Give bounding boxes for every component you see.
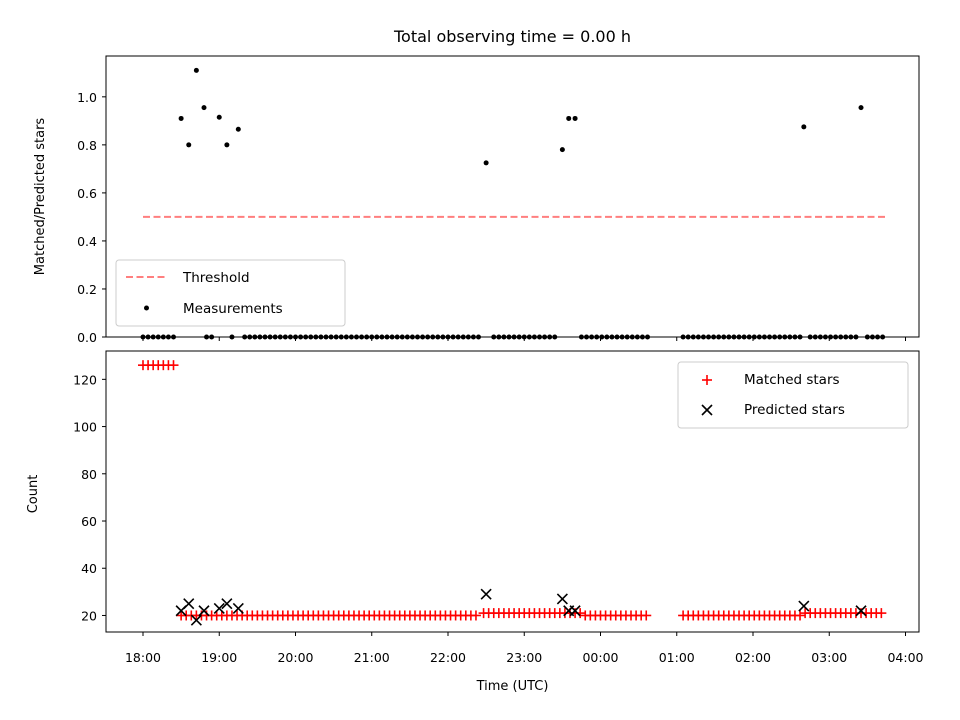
- x-axis-label: Time (UTC): [476, 679, 549, 694]
- measurement-point: [572, 115, 578, 121]
- bottom-panel-x-ticks: 18:00 19:00 20:00 21:00 22:00 23:00 00:00 01:00…: [125, 632, 924, 665]
- measurement-point: [178, 115, 184, 121]
- x-tick-label: 00:00: [582, 650, 618, 665]
- legend-predicted-label: Predicted stars: [744, 402, 845, 418]
- top-panel: 0.0 0.2 0.4 0.6 0.8 1.0 Matched/Predicted sta…: [33, 55, 920, 345]
- measurement-point: [559, 147, 565, 153]
- predicted-star-stroke-b: [198, 605, 210, 617]
- measurement-point: [216, 114, 222, 120]
- predicted-star-marker: [190, 614, 202, 626]
- top-y-tick-label: 0.0: [77, 330, 97, 345]
- matched-star-marker: [168, 360, 179, 371]
- bottom-legend: Matched stars Predicted stars: [677, 361, 909, 429]
- matched-star-marker: [876, 608, 887, 619]
- measurement-point: [193, 67, 199, 73]
- measurement-point: [201, 105, 207, 111]
- x-tick-label: 04:00: [887, 650, 923, 665]
- bottom-panel: 20 40 60 80 100 120 18:00 19:00 20:00 21:00 22:00…: [26, 350, 924, 694]
- measurement-point: [235, 126, 241, 132]
- predicted-star-stroke-b: [569, 605, 581, 617]
- predicted-star-marker: [183, 598, 195, 610]
- predicted-star-marker: [213, 602, 225, 614]
- measurement-point: [858, 105, 864, 111]
- top-legend: Threshold Measurements: [115, 259, 346, 327]
- x-tick-label: 18:00: [125, 650, 161, 665]
- x-tick-label: 19:00: [201, 650, 237, 665]
- matched-star-marker: [795, 610, 806, 621]
- predicted-star-marker: [221, 598, 233, 610]
- bottom-y-tick-label: 80: [81, 467, 97, 482]
- top-y-tick-label: 0.2: [77, 282, 97, 297]
- predicted-star-marker: [569, 605, 581, 617]
- chart-title: Total observing time = 0.00 h: [393, 27, 631, 46]
- legend-threshold-label: Threshold: [182, 270, 250, 286]
- predicted-star-marker: [556, 593, 568, 605]
- predicted-star-stroke-b: [556, 593, 568, 605]
- top-y-tick-label: 1.0: [77, 90, 97, 105]
- bottom-panel-y-ticks: 20 40 60 80 100 120: [73, 372, 106, 623]
- bottom-panel-y-label: Count: [26, 475, 41, 514]
- predicted-star-marker: [232, 602, 244, 614]
- measurement-point: [186, 142, 192, 148]
- x-tick-label: 20:00: [277, 650, 313, 665]
- matched-star-marker: [470, 610, 481, 621]
- top-panel-y-ticks: 0.0 0.2 0.4 0.6 0.8 1.0: [77, 90, 106, 345]
- top-panel-frame: [105, 55, 920, 338]
- predicted-star-stroke-b: [190, 614, 202, 626]
- x-tick-label: 22:00: [430, 650, 466, 665]
- legend-measurements-label: Measurements: [183, 301, 283, 317]
- legend-predicted-swatch: [701, 404, 713, 416]
- predicted-star-stroke-b: [183, 598, 195, 610]
- predicted-star-stroke-b: [232, 602, 244, 614]
- predicted-star-stroke-b: [221, 598, 233, 610]
- bottom-y-tick-label: 40: [81, 561, 97, 576]
- top-y-tick-label: 0.8: [77, 138, 97, 153]
- legend-matched-label: Matched stars: [744, 372, 840, 388]
- legend-measurements-swatch: [144, 305, 149, 311]
- x-tick-label: 02:00: [735, 650, 771, 665]
- bottom-y-tick-label: 60: [81, 514, 97, 529]
- bottom-y-tick-label: 120: [73, 372, 97, 387]
- top-legend-box: [115, 259, 346, 327]
- predicted-star-stroke-b: [798, 600, 810, 612]
- top-y-tick-label: 0.6: [77, 186, 97, 201]
- predicted-star-marker: [798, 600, 810, 612]
- bottom-y-tick-label: 20: [81, 608, 97, 623]
- measurement-point: [801, 124, 807, 130]
- predicted-star-stroke-b: [213, 602, 225, 614]
- predicted-star-marker: [855, 605, 867, 617]
- top-panel-y-label: Matched/Predicted stars: [33, 118, 48, 276]
- top-y-tick-label: 0.4: [77, 234, 97, 249]
- bottom-legend-box: [677, 361, 909, 429]
- predicted-star-stroke-b: [855, 605, 867, 617]
- legend-matched-swatch: [702, 375, 712, 385]
- predicted-star-stroke-b: [480, 588, 492, 600]
- bottom-panel-marks: [138, 360, 887, 626]
- top-panel-marks: [140, 67, 887, 340]
- x-tick-label: 03:00: [811, 650, 847, 665]
- bottom-y-tick-label: 100: [73, 420, 97, 435]
- predicted-star-marker: [480, 588, 492, 600]
- top-panel-x-ticks: [142, 337, 906, 341]
- x-tick-label: 21:00: [354, 650, 390, 665]
- measurement-point: [483, 160, 489, 166]
- x-tick-label: 01:00: [659, 650, 695, 665]
- predicted-star-marker: [198, 605, 210, 617]
- x-tick-label: 23:00: [506, 650, 542, 665]
- bottom-panel-frame: [105, 350, 920, 633]
- matched-star-marker: [641, 610, 652, 621]
- measurement-point: [224, 142, 230, 148]
- measurement-point: [566, 115, 572, 121]
